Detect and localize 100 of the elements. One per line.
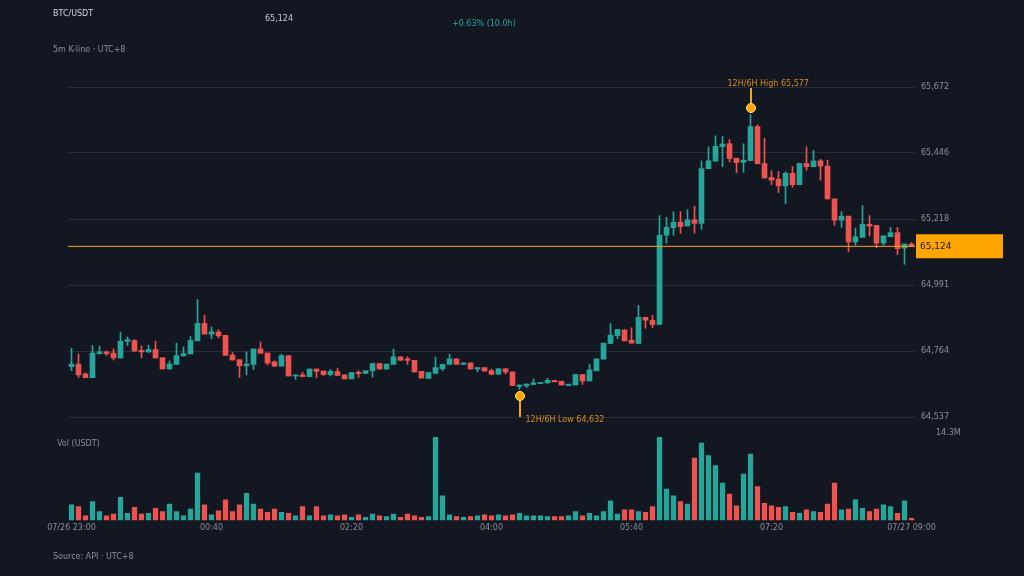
bar — [229, 511, 236, 521]
bar — [166, 503, 173, 521]
text: +0.63% (10.0h) — [452, 19, 516, 28]
ref-line-label: 65,124 — [920, 240, 952, 251]
bar — [880, 504, 887, 521]
y-tick-label: 65,446 — [921, 147, 949, 157]
bar — [866, 511, 873, 521]
bar — [306, 515, 313, 521]
bar — [663, 488, 670, 521]
bar — [299, 506, 306, 521]
bar — [89, 501, 96, 521]
bar — [313, 506, 320, 521]
bar — [145, 512, 152, 521]
bar — [82, 515, 89, 521]
x-tick-label: 07:20 — [759, 523, 784, 533]
bar — [502, 515, 509, 521]
bar — [705, 455, 712, 521]
bar — [831, 482, 838, 521]
bar — [810, 511, 817, 521]
x-tick-label: 05:40 — [619, 523, 644, 533]
bar — [824, 503, 831, 521]
bar — [180, 515, 187, 521]
bar — [754, 486, 761, 521]
bar — [789, 512, 796, 521]
y-tick-label: 65,218 — [921, 214, 949, 224]
bar — [859, 507, 866, 521]
bar — [768, 505, 775, 521]
bar — [467, 516, 474, 521]
bar — [544, 516, 551, 521]
bar — [817, 512, 824, 521]
bar — [775, 507, 782, 521]
bar — [292, 515, 299, 521]
bar — [796, 512, 803, 521]
bar — [250, 503, 257, 521]
y-tick-label: 64,764 — [921, 346, 949, 356]
x-tick-label: 04:00 — [479, 523, 504, 533]
y-tick-label: 64,537 — [921, 412, 949, 422]
bar — [579, 515, 586, 521]
bar — [887, 506, 894, 521]
bar — [236, 504, 243, 521]
bar — [474, 515, 481, 521]
x-tick-label: 02:20 — [339, 523, 364, 533]
bar — [670, 495, 677, 521]
bar — [425, 516, 432, 521]
bar — [635, 511, 642, 521]
bar — [383, 516, 390, 521]
bar — [698, 442, 705, 521]
bar — [782, 506, 789, 521]
bar — [726, 493, 733, 521]
chart-title: BTC/USDT — [53, 9, 94, 18]
bar — [523, 515, 530, 521]
text: 14.3M — [936, 428, 961, 437]
bar — [173, 511, 180, 521]
bar — [649, 506, 656, 521]
bar — [537, 515, 544, 521]
bar — [684, 503, 691, 521]
bar — [117, 497, 124, 521]
bar — [453, 516, 460, 521]
bar — [740, 473, 747, 521]
bar — [516, 512, 523, 521]
bar — [719, 482, 726, 521]
bar — [222, 499, 229, 521]
bar — [264, 512, 271, 521]
bar — [432, 437, 439, 521]
annotation: 12H/6H Low 64,632 — [525, 415, 605, 425]
bar — [376, 515, 383, 521]
bar — [124, 512, 131, 521]
bar — [691, 457, 698, 521]
bar — [96, 511, 103, 521]
bar — [600, 511, 607, 521]
bar — [733, 505, 740, 521]
bar — [530, 515, 537, 521]
y-tick-label: 64,991 — [921, 280, 949, 290]
x-tick-label: 07/26 23:00 — [47, 523, 96, 533]
bar — [320, 515, 327, 521]
bar — [152, 507, 159, 521]
bar — [194, 472, 201, 521]
bar — [565, 515, 572, 521]
bar — [586, 512, 593, 521]
x-tick-label: 07/27 09:00 — [887, 523, 936, 533]
bar — [642, 512, 649, 521]
bar — [215, 510, 222, 521]
x-tick-label: 00:40 — [199, 523, 224, 533]
y-tick-label: 65,672 — [921, 82, 949, 92]
bar — [901, 500, 908, 521]
bar — [278, 512, 285, 521]
bar — [845, 508, 852, 521]
bar — [677, 501, 684, 521]
bar — [271, 508, 278, 521]
bar — [852, 499, 859, 521]
bar — [593, 515, 600, 521]
bar — [873, 508, 880, 521]
bar — [656, 437, 663, 521]
bar — [159, 511, 166, 521]
bar — [572, 511, 579, 521]
chart-title: Vol (USDT) — [57, 439, 100, 448]
chart-subtitle: 5m K-line · UTC+8 — [53, 45, 126, 54]
bar — [607, 500, 614, 521]
annotation: 12H/6H High 65,577 — [727, 78, 809, 88]
text: 65,124 — [265, 14, 293, 23]
